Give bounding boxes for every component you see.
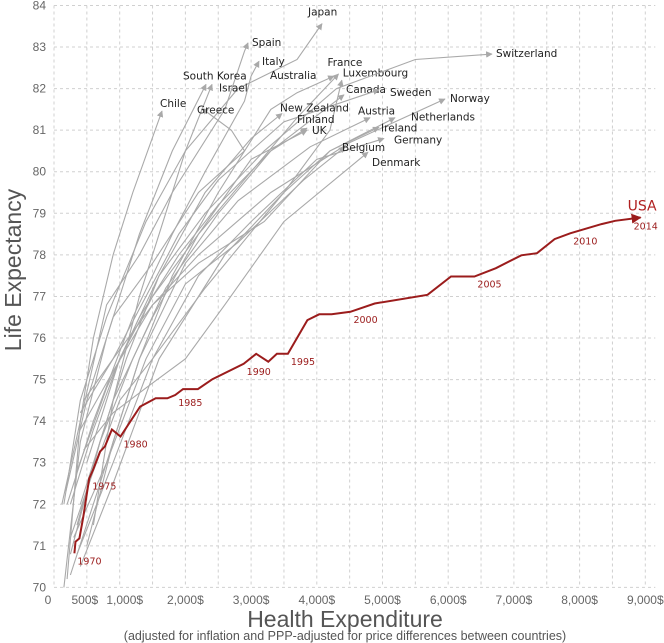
country-label-south-korea: South Korea [183, 70, 247, 82]
country-label-new-zealand: New Zealand [280, 103, 349, 115]
usa-line: 1970 1975 1980 1985 1990 1995 2000 2005 2010 USA 2… [73, 198, 658, 567]
usa-year-label: 2005 [477, 279, 501, 290]
usa-end-year-label: 2014 [634, 221, 658, 232]
country-label-italy: Italy [262, 56, 285, 68]
country-line-israel [92, 83, 213, 526]
x-tick-label: 4,000$ [298, 593, 335, 607]
y-tick-label: 80 [33, 165, 47, 179]
y-axis-title: Life Expectancy [0, 188, 26, 351]
country-line-denmark [83, 151, 369, 451]
x-tick-label: 500$ [71, 593, 98, 607]
country-line-south-korea [63, 83, 207, 588]
country-label-luxembourg: Luxembourg [343, 67, 408, 79]
y-tick-label: 75 [33, 373, 47, 387]
country-line-australia [86, 75, 335, 547]
usa-year-label: 2000 [353, 315, 377, 326]
country-label-finland: Finland [297, 114, 335, 126]
country-line-luxembourg [79, 79, 344, 567]
y-tick-label: 74 [33, 414, 47, 428]
country-label-norway: Norway [450, 93, 490, 105]
usa-year-label: 1985 [178, 398, 202, 409]
country-line-italy [66, 60, 260, 505]
y-tick-label: 76 [33, 331, 47, 345]
y-tick-label: 78 [33, 248, 47, 262]
country-line-finland [69, 127, 308, 555]
usa-year-label: 1980 [123, 440, 147, 451]
country-label-switzerland: Switzerland [496, 48, 557, 60]
usa-series-line [73, 213, 642, 554]
x-tick-label: 5,000$ [364, 593, 401, 607]
country-label-denmark: Denmark [372, 157, 421, 169]
x-axis-subtitle: (adjusted for inflation and PPP-adjusted… [124, 629, 566, 643]
usa-label: USA [628, 198, 657, 214]
country-label-sweden: Sweden [390, 87, 432, 99]
x-tick-label: 2,000$ [167, 593, 204, 607]
country-label-spain: Spain [252, 37, 281, 49]
y-tick-label: 81 [33, 123, 47, 137]
x-tick-label: 8,000$ [561, 593, 598, 607]
x-axis-ticks: 0 500$ 1,000$ 2,000$ 3,000$ 4,000$ 5,000$ 6,000… [45, 593, 664, 607]
country-line-ireland [69, 126, 380, 538]
y-tick-label: 83 [33, 40, 47, 54]
usa-year-label: 1975 [92, 482, 116, 493]
country-label-australia: Australia [270, 70, 316, 82]
country-label-netherlands: Netherlands [411, 112, 475, 124]
y-axis-ticks: 70 71 72 73 74 75 76 77 78 79 80 81 82 83 84 [33, 0, 47, 594]
country-line-greece [65, 108, 246, 492]
x-tick-label: 1,000$ [106, 593, 143, 607]
country-line-norway [79, 98, 446, 414]
y-tick-label: 70 [33, 580, 47, 594]
country-label-austria: Austria [358, 106, 395, 118]
country-line-austria [69, 117, 371, 576]
x-tick-label: 3,000$ [233, 593, 270, 607]
country-label-germany: Germany [394, 134, 442, 146]
country-label-greece: Greece [197, 105, 234, 117]
y-tick-label: 79 [33, 206, 47, 220]
y-tick-label: 71 [33, 539, 47, 553]
country-label-chile: Chile [160, 98, 186, 110]
country-line-japan [63, 23, 323, 505]
usa-year-label: 2010 [573, 236, 597, 247]
country-label-belgium: Belgium [342, 142, 385, 154]
y-tick-label: 82 [33, 82, 47, 96]
x-tick-label: 9,000$ [627, 593, 664, 607]
x-tick-label: 0 [45, 593, 52, 607]
country-label-france: France [327, 57, 362, 69]
country-label-japan: Japan [307, 7, 337, 19]
country-label-israel: Israel [219, 82, 248, 94]
y-tick-label: 84 [33, 0, 47, 12]
usa-year-label: 1995 [291, 357, 315, 368]
country-line-spain [61, 42, 249, 505]
y-tick-label: 72 [33, 497, 47, 511]
country-line-germany [76, 137, 385, 555]
country-line-belgium [73, 146, 346, 538]
y-tick-label: 73 [33, 456, 47, 470]
gridlines [53, 4, 656, 588]
usa-year-label: 1970 [77, 556, 101, 567]
x-tick-label: 6,000$ [430, 593, 467, 607]
x-tick-label: 7,000$ [496, 593, 533, 607]
country-line-france [79, 73, 339, 505]
x-axis-title: Health Expenditure [247, 606, 443, 632]
usa-year-label: 1990 [247, 367, 271, 378]
country-label-uk: UK [312, 125, 328, 137]
y-tick-label: 77 [33, 289, 47, 303]
country-line-uk [69, 129, 308, 505]
country-line-chile [66, 110, 164, 580]
country-label-ireland: Ireland [381, 122, 417, 134]
